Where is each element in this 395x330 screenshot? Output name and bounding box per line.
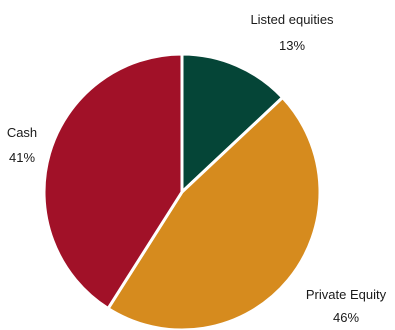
slice-percent-private-equity: 46%: [333, 310, 359, 325]
pie-slice-listed-equities: [180, 52, 285, 194]
slice-label-cash: Cash: [7, 125, 37, 140]
slice-label-private-equity: Private Equity: [306, 287, 387, 302]
slice-percent-listed-equities: 13%: [279, 38, 305, 53]
slice-label-listed-equities: Listed equities: [250, 12, 334, 27]
pie-slice-private-equity: [106, 96, 322, 330]
pie-slice-cash: [42, 52, 184, 311]
slice-percent-cash: 41%: [9, 150, 35, 165]
pie-slices: [42, 52, 322, 330]
